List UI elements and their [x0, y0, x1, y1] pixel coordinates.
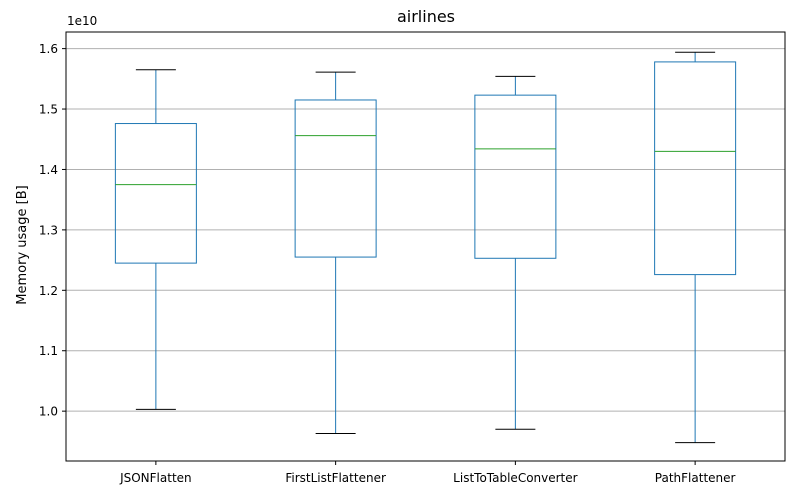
- box-group: [654, 51, 737, 444]
- x-tick-label: ListToTableConverter: [453, 471, 577, 485]
- iqr-box: [474, 94, 557, 259]
- y-tick-label: 1.0: [39, 405, 58, 419]
- y-axis-offset-label: 1e10: [67, 14, 97, 28]
- box-group: [474, 75, 557, 430]
- x-tick-label: PathFlattener: [655, 471, 736, 485]
- x-tick-label: FirstListFlattener: [285, 471, 386, 485]
- y-tick-label: 1.2: [39, 284, 58, 298]
- y-tick-label: 1.1: [39, 344, 58, 358]
- box-series: [114, 51, 737, 444]
- iqr-box: [114, 123, 197, 264]
- y-tick-label: 1.6: [39, 42, 58, 56]
- iqr-box: [294, 99, 377, 258]
- grid-lines: [66, 48, 785, 412]
- y-axis-label: Memory usage [B]: [15, 185, 30, 304]
- chart-title: airlines: [397, 7, 455, 26]
- box-group: [294, 71, 377, 435]
- y-tick-label: 1.4: [39, 163, 58, 177]
- x-tick-label: JSONFlatten: [119, 471, 192, 485]
- axis-ticks: 1.0 1.1 1.2 1.3 1.4 1.5 1.6 JSONFlatten FirstLis…: [39, 42, 736, 485]
- y-tick-label: 1.3: [39, 223, 58, 237]
- plot-frame: [65, 31, 786, 462]
- iqr-box: [654, 61, 737, 276]
- y-tick-label: 1.5: [39, 103, 58, 117]
- box-group: [114, 69, 197, 410]
